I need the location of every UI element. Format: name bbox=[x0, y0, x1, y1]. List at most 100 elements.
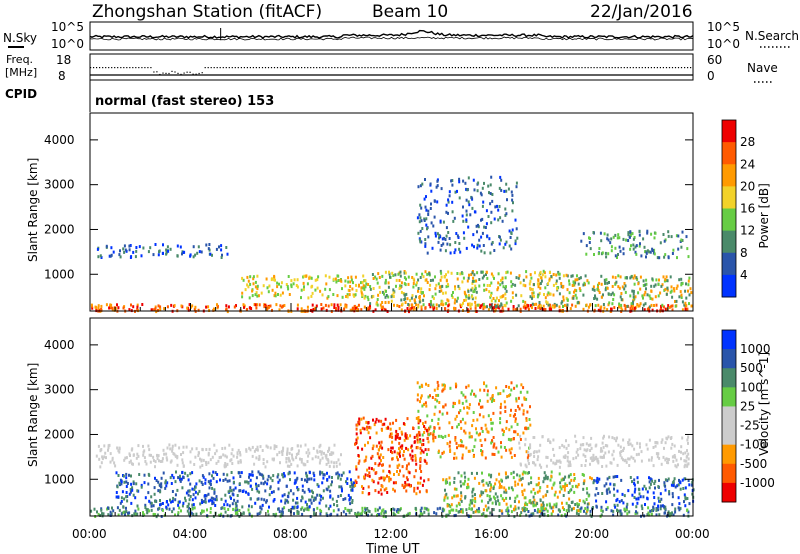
power-cell bbox=[464, 298, 467, 302]
velocity-cell bbox=[537, 481, 540, 485]
velocity-cell bbox=[379, 444, 382, 448]
velocity-cell bbox=[385, 426, 388, 430]
nsky-label: N.Sky bbox=[3, 31, 37, 45]
power-cell bbox=[630, 244, 632, 248]
velocity-cell bbox=[532, 500, 535, 504]
power-cell bbox=[606, 286, 609, 290]
power-cell bbox=[384, 295, 387, 299]
power-cell bbox=[618, 305, 620, 309]
power-cell bbox=[337, 306, 340, 310]
velocity-cell bbox=[404, 481, 407, 484]
velocity-cell bbox=[147, 444, 150, 448]
velocity-cell bbox=[480, 426, 483, 430]
velocity-cell bbox=[686, 449, 688, 453]
velocity-cell bbox=[665, 457, 668, 461]
nave-point bbox=[466, 67, 469, 69]
velocity-cell bbox=[187, 512, 190, 516]
velocity-cell bbox=[583, 509, 585, 513]
power-cell bbox=[469, 306, 472, 310]
velocity-cell bbox=[242, 511, 245, 515]
power-cell bbox=[454, 190, 457, 194]
velocity-cell bbox=[468, 406, 471, 410]
velocity-cell bbox=[319, 508, 322, 512]
velocity-cell bbox=[545, 507, 548, 511]
power-cell bbox=[585, 252, 588, 256]
power-cell bbox=[489, 304, 492, 307]
velocity-cell bbox=[279, 461, 281, 465]
power-cell bbox=[650, 303, 653, 307]
velocity-cell bbox=[204, 481, 207, 485]
velocity-cell bbox=[493, 453, 496, 456]
velocity-cell bbox=[286, 452, 288, 456]
velocity-cell bbox=[653, 502, 656, 506]
velocity-cell bbox=[361, 506, 364, 510]
velocity-cell bbox=[668, 513, 671, 517]
velocity-cell bbox=[554, 490, 557, 494]
velocity-cell bbox=[674, 455, 677, 459]
velocity-cell bbox=[191, 503, 194, 507]
power-cell bbox=[399, 274, 402, 278]
velocity-cell bbox=[398, 447, 400, 451]
power-cell bbox=[428, 288, 431, 292]
velocity-cell bbox=[361, 491, 364, 495]
velocity-cell bbox=[482, 512, 485, 516]
velocity-cell bbox=[211, 500, 214, 503]
velocity-cell bbox=[506, 506, 509, 510]
velocity-cell bbox=[308, 498, 311, 502]
power-cell bbox=[169, 247, 172, 251]
velocity-cell bbox=[426, 452, 428, 456]
power-cell bbox=[150, 308, 153, 312]
power-cell bbox=[500, 188, 503, 192]
power-cell bbox=[339, 278, 342, 282]
velocity-cell bbox=[434, 405, 437, 409]
velocity-cell bbox=[290, 447, 293, 451]
velocity-cell bbox=[475, 427, 477, 431]
power-cell bbox=[653, 252, 656, 256]
velocity-cell bbox=[614, 505, 617, 509]
power-cell bbox=[105, 303, 108, 307]
nave-point bbox=[313, 67, 315, 69]
nave-point bbox=[292, 67, 294, 69]
power-cell bbox=[566, 298, 569, 302]
power-cell bbox=[429, 207, 432, 210]
velocity-cell bbox=[471, 389, 474, 393]
velocity-cell bbox=[418, 385, 421, 389]
nave-point bbox=[159, 73, 161, 76]
velocity-cell bbox=[248, 512, 251, 516]
power-cell bbox=[310, 285, 313, 289]
velocity-cell bbox=[672, 513, 675, 517]
nave-point bbox=[542, 67, 544, 69]
velocity-cell bbox=[635, 497, 638, 501]
power-colorbar-tick-label: 8 bbox=[740, 246, 748, 260]
power-ylabel: Slant Range [km] bbox=[26, 158, 40, 262]
power-cell bbox=[505, 289, 508, 293]
power-cell bbox=[353, 294, 356, 298]
velocity-cell bbox=[660, 497, 663, 501]
velocity-cell bbox=[213, 488, 216, 492]
nave-point bbox=[665, 67, 668, 69]
velocity-cell bbox=[291, 456, 294, 460]
velocity-cell bbox=[585, 442, 588, 446]
power-cell bbox=[256, 294, 259, 298]
velocity-cell bbox=[628, 510, 631, 514]
nave-point bbox=[457, 67, 459, 69]
velocity-cell bbox=[527, 458, 530, 462]
velocity-cell bbox=[486, 399, 489, 403]
velocity-cell bbox=[405, 489, 408, 493]
velocity-cell bbox=[455, 508, 458, 512]
power-cell bbox=[583, 281, 586, 285]
power-cell bbox=[550, 275, 553, 278]
velocity-cell bbox=[629, 476, 632, 479]
velocity-cell bbox=[273, 447, 276, 451]
velocity-cell bbox=[646, 496, 649, 500]
power-cell bbox=[473, 210, 476, 214]
velocity-cell bbox=[348, 498, 351, 502]
velocity-cell bbox=[461, 453, 464, 457]
power-cell bbox=[511, 291, 514, 295]
velocity-cell bbox=[112, 509, 115, 513]
velocity-cell bbox=[262, 482, 265, 486]
power-cell bbox=[467, 289, 470, 293]
power-cell bbox=[254, 280, 257, 284]
velocity-cell bbox=[155, 515, 158, 519]
